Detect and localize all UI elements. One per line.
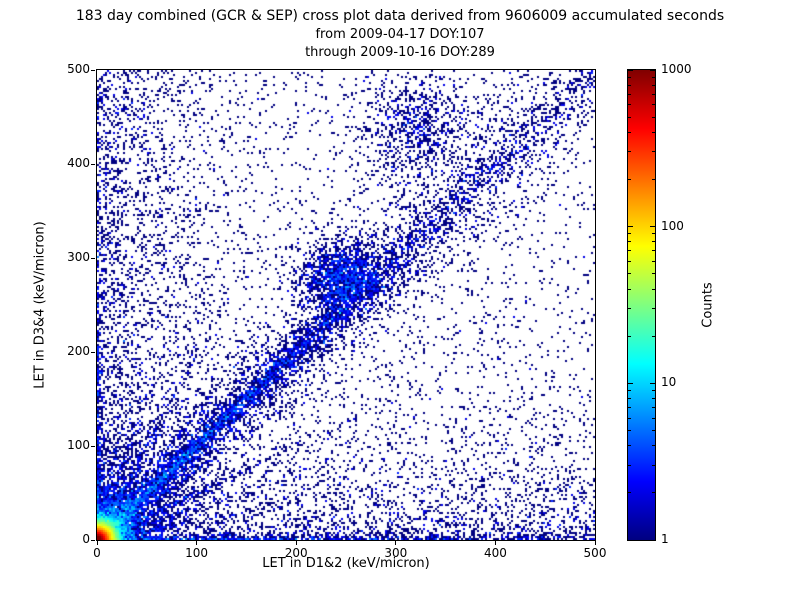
x-tick-label: 0 [93, 546, 101, 560]
y-tick-label: 500 [67, 62, 90, 76]
x-axis-label: LET in D1&2 (keV/micron) [262, 556, 430, 571]
y-axis-label: LET in D3&4 (keV/micron) [32, 221, 48, 389]
colorbar [627, 69, 656, 541]
x-tick-mark [295, 541, 297, 545]
y-tick-label: 100 [67, 438, 90, 452]
y-tick-mark [91, 163, 95, 165]
chart-title: 183 day combined (GCR & SEP) cross plot … [75, 8, 725, 24]
plot-frame [96, 69, 596, 541]
x-tick-label: 400 [483, 546, 507, 560]
y-tick-label: 300 [67, 250, 90, 264]
x-tick-label: 500 [583, 546, 607, 560]
y-tick-label: 400 [67, 156, 90, 170]
x-tick-mark [594, 541, 596, 545]
y-tick-mark [91, 539, 95, 541]
colorbar-tick-label: 10 [661, 375, 677, 390]
x-tick-label: 100 [185, 546, 209, 560]
chart-subtitle-through: through 2009-10-16 DOY:289 [305, 45, 495, 60]
y-tick-mark [91, 445, 95, 447]
scatter-canvas [97, 70, 595, 540]
y-tick-mark [91, 351, 95, 353]
colorbar-tick-label: 1000 [661, 62, 692, 76]
x-tick-label: 200 [284, 546, 308, 560]
chart-subtitle-from: from 2009-04-17 DOY:107 [315, 27, 485, 42]
y-tick-mark [91, 257, 95, 259]
colorbar-label: Counts [700, 282, 716, 328]
y-tick-mark [91, 69, 95, 71]
colorbar-tick-label: 1 [661, 532, 669, 546]
y-tick-label: 200 [67, 344, 90, 358]
x-tick-mark [494, 541, 496, 545]
x-tick-mark [196, 541, 198, 545]
x-tick-label: 300 [384, 546, 408, 560]
x-tick-mark [96, 541, 98, 545]
colorbar-tick-label: 100 [661, 218, 684, 233]
x-tick-mark [395, 541, 397, 545]
y-tick-label: 0 [82, 532, 90, 546]
